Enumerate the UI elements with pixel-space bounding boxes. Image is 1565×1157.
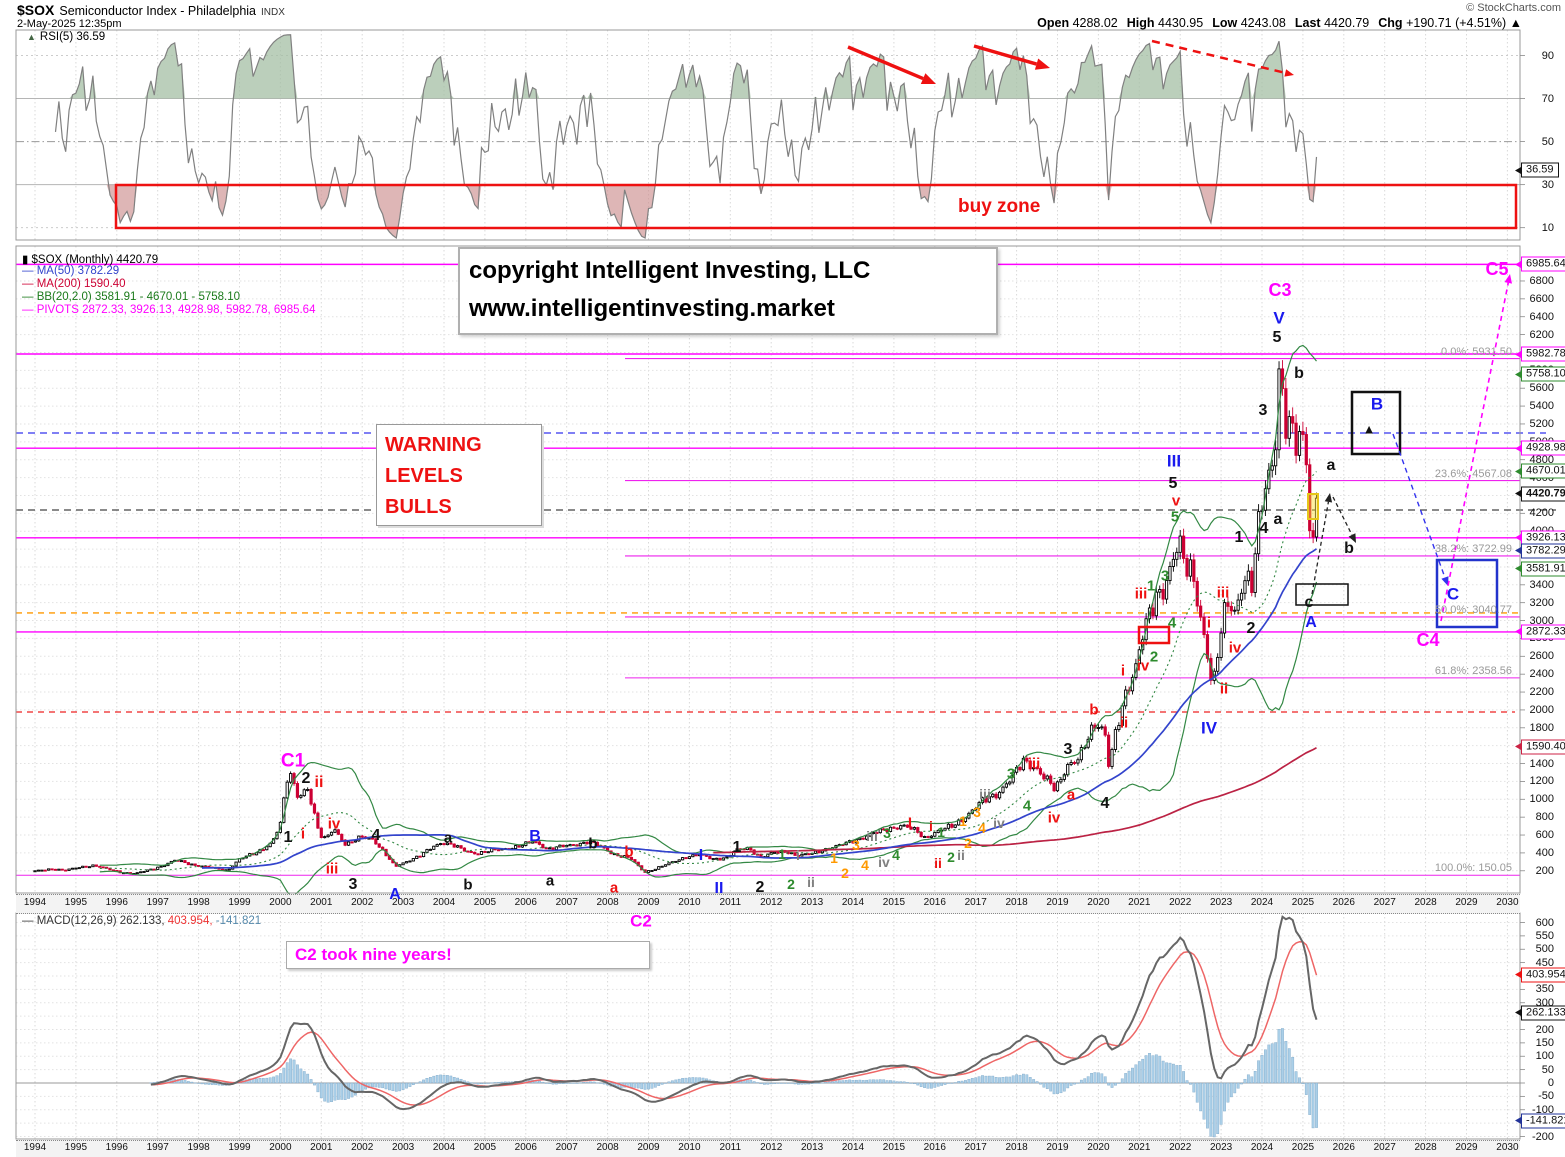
chart-canvas (15, 29, 1556, 1140)
chart-page: 1994 1994 1995 1995 1996 1996 1997 1997 1998 1998… (0, 0, 1565, 1157)
